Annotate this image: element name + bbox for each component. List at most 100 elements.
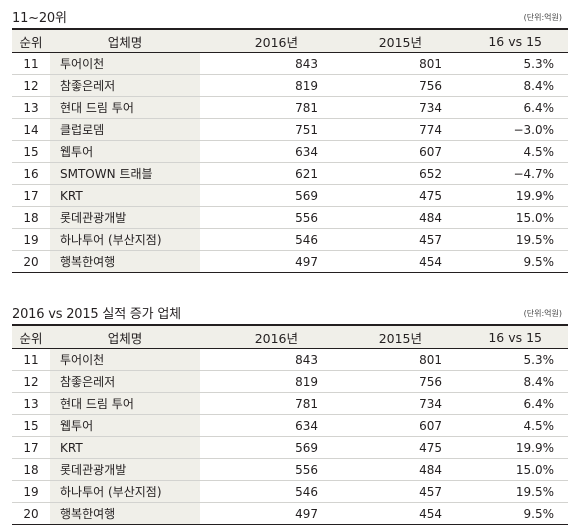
rank-cell: 20 <box>12 250 50 273</box>
ranking-table: 순위 업체명 2016년 2015년 16 vs 15 11 투어이천 843 801… <box>12 28 568 273</box>
header-2016: 2016년 <box>200 29 324 53</box>
table-row: 15 웹투어 634 607 4.5% <box>12 414 568 437</box>
value-2015-cell: 734 <box>324 96 448 119</box>
value-2015-cell: 475 <box>324 184 448 207</box>
value-2015-cell: 734 <box>324 392 448 415</box>
rank-cell: 18 <box>12 458 50 481</box>
value-2015-cell: 457 <box>324 480 448 503</box>
company-name-cell: KRT <box>50 184 200 207</box>
change-percent-cell: 8.4% <box>448 74 568 97</box>
unit-note: (단위:억원) <box>523 13 562 22</box>
company-name-cell: 하나투어 (부산지점) <box>50 228 200 251</box>
header-rank: 순위 <box>12 325 50 349</box>
company-name-cell: 현대 드림 투어 <box>50 96 200 119</box>
rank-cell: 12 <box>12 370 50 393</box>
change-percent-cell: 19.5% <box>448 480 568 503</box>
value-2016-cell: 556 <box>200 206 324 229</box>
table-row: 15 웹투어 634 607 4.5% <box>12 140 568 163</box>
change-percent-cell: −4.7% <box>448 162 568 185</box>
table-row: 16 SMTOWN 트래블 621 652 −4.7% <box>12 162 568 185</box>
table-row: 20 행복한여행 497 454 9.5% <box>12 250 568 273</box>
company-name-cell: SMTOWN 트래블 <box>50 162 200 185</box>
value-2015-cell: 756 <box>324 74 448 97</box>
company-name-cell: 투어이천 <box>50 348 200 371</box>
change-percent-cell: 9.5% <box>448 250 568 273</box>
unit-note: (단위:억원) <box>523 309 562 318</box>
table-header-row: 순위 업체명 2016년 2015년 16 vs 15 <box>12 325 568 349</box>
company-name-cell: 웹투어 <box>50 414 200 437</box>
table-row: 13 현대 드림 투어 781 734 6.4% <box>12 96 568 119</box>
table-body: 11 투어이천 843 801 5.3% 12 참좋은레저 819 756 8.4% 13 현대 드림… <box>12 348 568 525</box>
table-header-row: 순위 업체명 2016년 2015년 16 vs 15 <box>12 29 568 53</box>
company-name-cell: 투어이천 <box>50 52 200 75</box>
value-2016-cell: 819 <box>200 370 324 393</box>
table-row: 14 클럽로뎀 751 774 −3.0% <box>12 118 568 141</box>
company-name-cell: 참좋은레저 <box>50 370 200 393</box>
table-row: 12 참좋은레저 819 756 8.4% <box>12 74 568 97</box>
rank-cell: 17 <box>12 436 50 459</box>
table-row: 19 하나투어 (부산지점) 546 457 19.5% <box>12 228 568 251</box>
table-row: 11 투어이천 843 801 5.3% <box>12 348 568 371</box>
value-2015-cell: 457 <box>324 228 448 251</box>
change-percent-cell: 19.9% <box>448 184 568 207</box>
value-2015-cell: 475 <box>324 436 448 459</box>
company-name-cell: 현대 드림 투어 <box>50 392 200 415</box>
section-header: 11~20위 (단위:억원) <box>12 6 568 28</box>
header-compare: 16 vs 15 <box>448 29 568 53</box>
change-percent-cell: 5.3% <box>448 348 568 371</box>
value-2016-cell: 497 <box>200 502 324 525</box>
growth-table: 순위 업체명 2016년 2015년 16 vs 15 11 투어이천 843 801… <box>12 324 568 525</box>
change-percent-cell: 15.0% <box>448 458 568 481</box>
table-row: 18 롯데관광개발 556 484 15.0% <box>12 458 568 481</box>
value-2016-cell: 621 <box>200 162 324 185</box>
value-2016-cell: 497 <box>200 250 324 273</box>
company-name-cell: 행복한여행 <box>50 502 200 525</box>
rank-cell: 13 <box>12 392 50 415</box>
change-percent-cell: 4.5% <box>448 140 568 163</box>
change-percent-cell: 8.4% <box>448 370 568 393</box>
table-row: 17 KRT 569 475 19.9% <box>12 184 568 207</box>
change-percent-cell: 19.5% <box>448 228 568 251</box>
change-percent-cell: 5.3% <box>448 52 568 75</box>
growth-table-section: 2016 vs 2015 실적 증가 업체 (단위:억원) 순위 업체명 201… <box>12 302 568 525</box>
company-name-cell: 행복한여행 <box>50 250 200 273</box>
header-rank: 순위 <box>12 29 50 53</box>
table-row: 11 투어이천 843 801 5.3% <box>12 52 568 75</box>
table-row: 20 행복한여행 497 454 9.5% <box>12 502 568 525</box>
company-name-cell: 웹투어 <box>50 140 200 163</box>
value-2015-cell: 801 <box>324 52 448 75</box>
table-row: 19 하나투어 (부산지점) 546 457 19.5% <box>12 480 568 503</box>
value-2015-cell: 484 <box>324 458 448 481</box>
rank-cell: 12 <box>12 74 50 97</box>
change-percent-cell: −3.0% <box>448 118 568 141</box>
company-name-cell: 참좋은레저 <box>50 74 200 97</box>
section-title: 11~20위 <box>12 11 67 26</box>
rank-cell: 15 <box>12 140 50 163</box>
value-2016-cell: 843 <box>200 348 324 371</box>
rank-cell: 19 <box>12 480 50 503</box>
value-2016-cell: 634 <box>200 414 324 437</box>
value-2015-cell: 484 <box>324 206 448 229</box>
value-2016-cell: 819 <box>200 74 324 97</box>
section-header: 2016 vs 2015 실적 증가 업체 (단위:억원) <box>12 302 568 324</box>
rank-cell: 13 <box>12 96 50 119</box>
value-2015-cell: 774 <box>324 118 448 141</box>
change-percent-cell: 15.0% <box>448 206 568 229</box>
value-2016-cell: 569 <box>200 436 324 459</box>
header-2016: 2016년 <box>200 325 324 349</box>
value-2016-cell: 781 <box>200 392 324 415</box>
value-2016-cell: 546 <box>200 480 324 503</box>
table-row: 13 현대 드림 투어 781 734 6.4% <box>12 392 568 415</box>
company-name-cell: 롯데관광개발 <box>50 458 200 481</box>
value-2015-cell: 756 <box>324 370 448 393</box>
table-row: 17 KRT 569 475 19.9% <box>12 436 568 459</box>
rank-cell: 16 <box>12 162 50 185</box>
rank-cell: 11 <box>12 348 50 371</box>
value-2015-cell: 454 <box>324 250 448 273</box>
value-2016-cell: 546 <box>200 228 324 251</box>
header-2015: 2015년 <box>324 29 448 53</box>
change-percent-cell: 19.9% <box>448 436 568 459</box>
header-compare: 16 vs 15 <box>448 325 568 349</box>
value-2016-cell: 556 <box>200 458 324 481</box>
value-2015-cell: 607 <box>324 414 448 437</box>
